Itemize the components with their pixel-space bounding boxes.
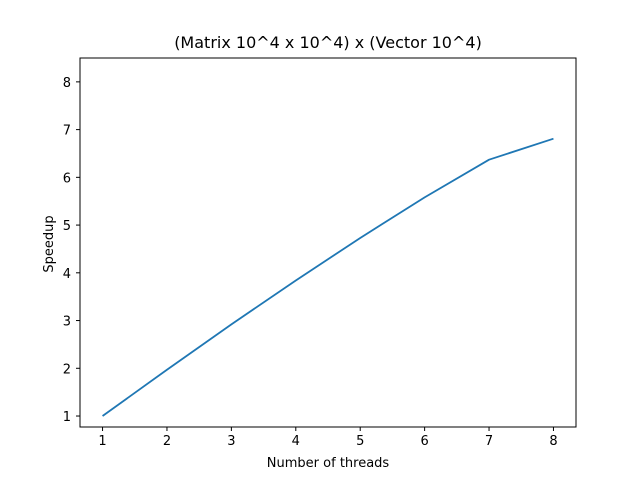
x-tick-label: 3: [227, 434, 235, 449]
x-tick-label: 8: [549, 434, 557, 449]
y-tick-label: 2: [63, 362, 71, 377]
y-axis-ticks: 1 2 3 4 5 6 7 8: [63, 76, 80, 425]
x-tick-label: 4: [292, 434, 300, 449]
x-tick-label: 5: [356, 434, 364, 449]
x-tick-label: 1: [98, 434, 106, 449]
y-tick-label: 6: [63, 171, 71, 186]
series-group: [102, 137, 554, 417]
x-tick-label: 6: [420, 434, 428, 449]
chart-title: (Matrix 10^4 x 10^4) x (Vector 10^4): [174, 33, 482, 52]
y-tick-label: 1: [63, 410, 71, 425]
x-axis-title: Number of threads: [267, 456, 390, 471]
x-axis-ticks: 1 2 3 4 5 6 7 8: [98, 427, 558, 449]
speedup-series-line: [102, 137, 554, 417]
y-tick-label: 3: [63, 315, 71, 330]
y-tick-label: 4: [63, 267, 71, 282]
y-tick-label: 7: [63, 124, 71, 139]
y-tick-label: 5: [63, 219, 71, 234]
x-tick-label: 7: [485, 434, 493, 449]
y-tick-label: 8: [63, 76, 71, 91]
axes-frame: [79, 57, 577, 428]
x-tick-label: 2: [163, 434, 171, 449]
y-axis-title: Speedup: [42, 215, 57, 272]
